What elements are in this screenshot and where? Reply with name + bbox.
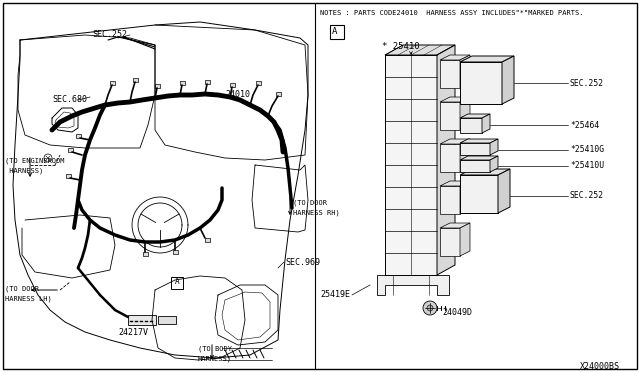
Circle shape bbox=[423, 301, 437, 315]
Polygon shape bbox=[460, 223, 470, 256]
Polygon shape bbox=[440, 102, 460, 130]
Bar bbox=[155, 84, 160, 88]
Bar bbox=[133, 78, 138, 82]
Polygon shape bbox=[460, 114, 490, 118]
Text: A: A bbox=[332, 27, 337, 36]
Text: SEC.252: SEC.252 bbox=[570, 192, 604, 201]
Polygon shape bbox=[377, 275, 449, 295]
Text: HARNESS LH): HARNESS LH) bbox=[5, 295, 52, 301]
Bar bbox=[180, 81, 185, 85]
Text: (TO BODY: (TO BODY bbox=[198, 345, 232, 352]
Bar bbox=[173, 250, 178, 254]
Bar bbox=[171, 277, 183, 289]
Text: HARNESS): HARNESS) bbox=[5, 168, 44, 174]
Polygon shape bbox=[385, 55, 437, 275]
Bar bbox=[76, 134, 81, 138]
Circle shape bbox=[427, 305, 433, 311]
Polygon shape bbox=[460, 175, 498, 213]
Text: X24000BS: X24000BS bbox=[580, 362, 620, 371]
Polygon shape bbox=[440, 139, 470, 144]
Polygon shape bbox=[437, 45, 455, 275]
Text: SEC.252: SEC.252 bbox=[570, 78, 604, 87]
Bar bbox=[205, 80, 210, 84]
Text: SEC.252: SEC.252 bbox=[92, 30, 127, 39]
Bar bbox=[158, 316, 176, 324]
Text: *25464: *25464 bbox=[570, 121, 599, 129]
Bar bbox=[230, 83, 235, 87]
Text: SEC.680: SEC.680 bbox=[52, 95, 87, 104]
Text: 25419E: 25419E bbox=[320, 290, 350, 299]
Bar bbox=[128, 315, 156, 325]
Polygon shape bbox=[460, 56, 514, 62]
Polygon shape bbox=[460, 118, 482, 133]
Polygon shape bbox=[440, 60, 460, 88]
Polygon shape bbox=[460, 156, 498, 160]
Text: *25410U: *25410U bbox=[570, 161, 604, 170]
Text: A: A bbox=[175, 278, 179, 286]
Polygon shape bbox=[440, 144, 460, 172]
Bar bbox=[330, 25, 344, 39]
Polygon shape bbox=[460, 55, 470, 88]
Polygon shape bbox=[460, 160, 490, 172]
Polygon shape bbox=[440, 228, 460, 256]
Polygon shape bbox=[498, 169, 510, 213]
Bar bbox=[143, 252, 148, 256]
Polygon shape bbox=[502, 56, 514, 104]
Polygon shape bbox=[460, 62, 502, 104]
Polygon shape bbox=[440, 55, 470, 60]
Polygon shape bbox=[482, 114, 490, 133]
Bar bbox=[276, 92, 281, 96]
Polygon shape bbox=[460, 181, 470, 214]
Bar bbox=[205, 238, 210, 242]
Text: * 25410: * 25410 bbox=[382, 42, 420, 51]
Polygon shape bbox=[460, 169, 510, 175]
Text: NOTES : PARTS CODE24010  HARNESS ASSY INCLUDES"*"MARKED PARTS.: NOTES : PARTS CODE24010 HARNESS ASSY INC… bbox=[320, 10, 584, 16]
Polygon shape bbox=[460, 143, 490, 155]
Text: 24049D: 24049D bbox=[442, 308, 472, 317]
Polygon shape bbox=[440, 181, 470, 186]
Text: HARNESS): HARNESS) bbox=[198, 355, 232, 362]
Polygon shape bbox=[460, 97, 470, 130]
Bar bbox=[256, 81, 261, 85]
Polygon shape bbox=[490, 156, 498, 172]
Bar bbox=[68, 148, 73, 152]
Text: (TO DOOR: (TO DOOR bbox=[5, 285, 39, 292]
Polygon shape bbox=[440, 97, 470, 102]
Text: (TO ENGINEROOM: (TO ENGINEROOM bbox=[5, 158, 65, 164]
Polygon shape bbox=[440, 186, 460, 214]
Polygon shape bbox=[460, 139, 498, 143]
Text: SEC.969: SEC.969 bbox=[285, 258, 320, 267]
Polygon shape bbox=[490, 139, 498, 155]
Text: *25410G: *25410G bbox=[570, 145, 604, 154]
Bar bbox=[110, 81, 115, 85]
Text: (TO DOOR: (TO DOOR bbox=[293, 200, 327, 206]
Text: HARNESS RH): HARNESS RH) bbox=[293, 210, 340, 217]
Polygon shape bbox=[460, 139, 470, 172]
Bar bbox=[66, 174, 71, 178]
Polygon shape bbox=[385, 45, 455, 55]
Text: 24010: 24010 bbox=[225, 90, 250, 99]
Polygon shape bbox=[440, 223, 470, 228]
Text: 24217V: 24217V bbox=[118, 328, 148, 337]
